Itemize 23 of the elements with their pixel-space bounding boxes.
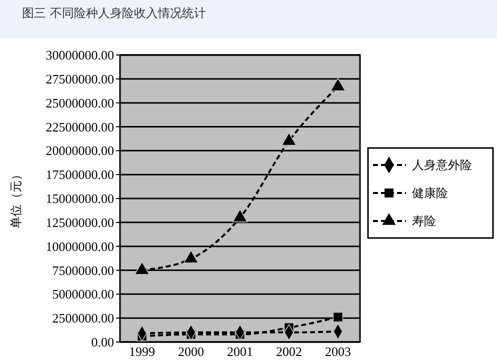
y-axis-title: 单位（元） (9, 168, 23, 228)
y-tick-label: 17500000.00 (46, 167, 114, 182)
y-tick-label: 5000000.00 (52, 286, 114, 302)
legend-label: 寿险 (412, 214, 436, 228)
y-tick-label: 25000000.00 (46, 95, 114, 110)
y-tick-label: 7500000.00 (52, 262, 114, 278)
y-tick-label: 2500000.00 (52, 310, 114, 326)
y-tick-label: 30000000.00 (46, 48, 114, 63)
y-tick-label: 12500000.00 (46, 214, 114, 230)
x-tick-label: 2000 (178, 344, 204, 359)
legend-label: 人身意外险 (412, 158, 472, 172)
y-tick-label: 20000000.00 (46, 143, 114, 158)
y-tick-label: 27500000.00 (46, 71, 114, 86)
x-tick-label: 1999 (129, 344, 156, 359)
y-tick-label: 15000000.00 (46, 191, 114, 206)
y-tick-label: 22500000.00 (46, 119, 114, 134)
y-tick-label: 0.00 (91, 334, 114, 350)
x-tick-label: 2002 (276, 344, 302, 359)
y-tick-label: 10000000.00 (46, 238, 114, 254)
chart-title: 图三 不同险种人身险收入情况统计 (22, 6, 206, 20)
x-tick-label: 2001 (227, 344, 253, 359)
legend-label: 健康险 (412, 186, 448, 200)
x-tick-label: 2003 (324, 344, 351, 359)
